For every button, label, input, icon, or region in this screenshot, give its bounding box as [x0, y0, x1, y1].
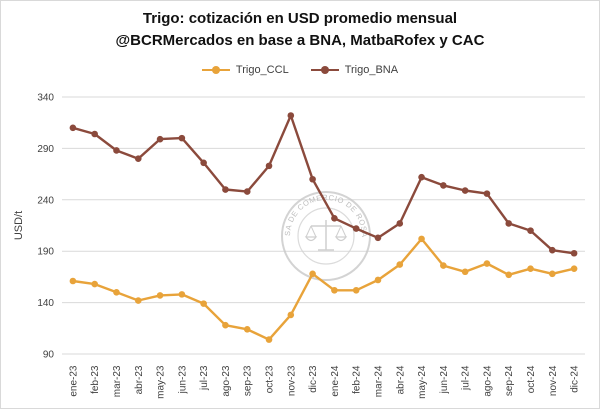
y-tick-label: 240: [37, 195, 54, 206]
x-tick-label: jul-23: [199, 365, 210, 391]
data-point-trigo-bna: [178, 134, 186, 142]
x-tick-label: may-24: [417, 365, 428, 399]
x-tick-label: mar-24: [373, 365, 384, 397]
x-tick-label: oct-23: [265, 365, 276, 393]
x-tick-label: nov-23: [286, 365, 297, 396]
data-point-trigo-ccl: [134, 297, 142, 304]
data-point-trigo-ccl: [287, 311, 295, 319]
data-point-trigo-ccl: [418, 235, 425, 243]
series-line-trigo-bna: [72, 114, 575, 255]
x-tick-label: sep-24: [504, 365, 515, 396]
svg-text:BOLSA DE COMERCIO DE ROSARIO: BOLSA DE COMERCIO DE ROSARIO: [0, 0, 369, 238]
data-point-trigo-bna: [527, 227, 534, 234]
data-point-trigo-bna: [331, 215, 338, 222]
x-tick-label: dic-23: [308, 365, 319, 393]
series-layer: [69, 112, 578, 343]
data-point-trigo-ccl: [570, 265, 578, 272]
x-tick-label: feb-23: [90, 365, 101, 394]
data-point-trigo-ccl: [505, 271, 513, 279]
y-axis-label: USD/t: [13, 211, 25, 240]
legend-label-ccl: Trigo_CCL: [235, 64, 289, 76]
x-tick-label: abr-24: [395, 365, 406, 394]
data-point-trigo-ccl: [440, 262, 447, 269]
chart-title: Trigo: cotización en USD promedio mensua…: [142, 10, 458, 27]
y-tick-label: 90: [43, 350, 55, 361]
x-tick-label: sep-23: [243, 365, 254, 396]
x-tick-label: ene-24: [330, 365, 341, 397]
data-point-trigo-bna: [374, 234, 382, 242]
data-point-trigo-ccl: [69, 277, 77, 285]
x-tick-label: jun-23: [177, 365, 188, 394]
data-point-trigo-ccl: [156, 292, 164, 299]
x-tick-label: jul-24: [461, 365, 472, 391]
data-point-trigo-ccl: [527, 265, 534, 272]
data-point-trigo-bna: [440, 182, 447, 189]
data-point-trigo-bna: [222, 186, 229, 193]
data-point-trigo-bna: [418, 173, 425, 181]
y-tick-label: 140: [37, 298, 54, 309]
legend-item-ccl: Trigo_CCL: [201, 64, 289, 76]
data-point-trigo-ccl: [222, 321, 229, 329]
data-point-trigo-ccl: [549, 270, 556, 278]
data-point-trigo-bna: [265, 162, 273, 170]
series-line-trigo-ccl: [72, 237, 575, 341]
data-point-trigo-bna: [461, 187, 469, 194]
data-point-trigo-bna: [243, 188, 251, 195]
legend-item-bna: Trigo_BNA: [310, 64, 399, 76]
data-point-trigo-ccl: [331, 286, 338, 294]
data-point-trigo-ccl: [265, 336, 273, 343]
data-point-trigo-bna: [156, 135, 164, 143]
y-tick-label: 290: [37, 144, 54, 155]
chart-subtitle: @BCRMercados en base a BNA, MatbaRofex y…: [115, 32, 485, 49]
x-tick-label: nov-24: [548, 365, 559, 396]
data-point-trigo-ccl: [483, 260, 491, 267]
data-point-trigo-bna: [134, 155, 142, 162]
data-point-trigo-ccl: [461, 268, 469, 276]
x-tick-label: dic-24: [570, 365, 581, 393]
y-tick-label: 340: [37, 93, 54, 104]
legend-swatch-bna: [310, 65, 339, 75]
legend-label-bna: Trigo_BNA: [344, 64, 399, 76]
x-tick-label: mar-23: [112, 365, 123, 397]
x-tick-label: ago-24: [482, 365, 493, 397]
data-point-trigo-bna: [200, 159, 207, 167]
data-point-trigo-bna: [549, 246, 556, 254]
data-point-trigo-ccl: [243, 326, 251, 333]
data-point-trigo-ccl: [200, 300, 207, 307]
x-tick-label: oct-24: [526, 365, 537, 393]
y-axis: 90 140 190 240 290 340: [37, 93, 54, 361]
data-point-trigo-ccl: [396, 261, 404, 268]
data-point-trigo-ccl: [178, 291, 186, 298]
data-point-trigo-bna: [483, 190, 491, 197]
x-tick-label: ago-23: [221, 365, 232, 397]
data-point-trigo-bna: [113, 147, 120, 154]
data-point-trigo-bna: [570, 249, 578, 257]
series-trigo-ccl: [69, 235, 578, 343]
x-tick-label: may-23: [156, 365, 167, 399]
x-axis: ene-23 feb-23 mar-23 abr-23 may-23 jun-23 jul-…: [68, 365, 580, 399]
data-point-trigo-ccl: [309, 270, 316, 278]
x-tick-label: ene-23: [68, 365, 79, 397]
data-point-trigo-ccl: [374, 276, 382, 284]
chart-legend: Trigo_CCL Trigo_BNA: [0, 64, 600, 76]
data-point-trigo-bna: [352, 225, 360, 232]
y-tick-label: 190: [37, 247, 54, 258]
data-point-trigo-bna: [396, 220, 404, 227]
x-tick-label: feb-24: [352, 365, 363, 394]
legend-swatch-ccl: [201, 65, 230, 75]
x-tick-label: abr-23: [134, 365, 145, 394]
data-point-trigo-ccl: [352, 286, 360, 294]
data-point-trigo-bna: [309, 175, 316, 183]
data-point-trigo-bna: [69, 124, 77, 132]
data-point-trigo-bna: [91, 130, 98, 138]
series-trigo-bna: [69, 112, 578, 257]
data-point-trigo-bna: [287, 112, 295, 119]
data-point-trigo-ccl: [91, 280, 98, 288]
x-tick-label: jun-24: [439, 365, 450, 394]
data-point-trigo-ccl: [113, 289, 120, 296]
data-point-trigo-bna: [505, 220, 513, 227]
